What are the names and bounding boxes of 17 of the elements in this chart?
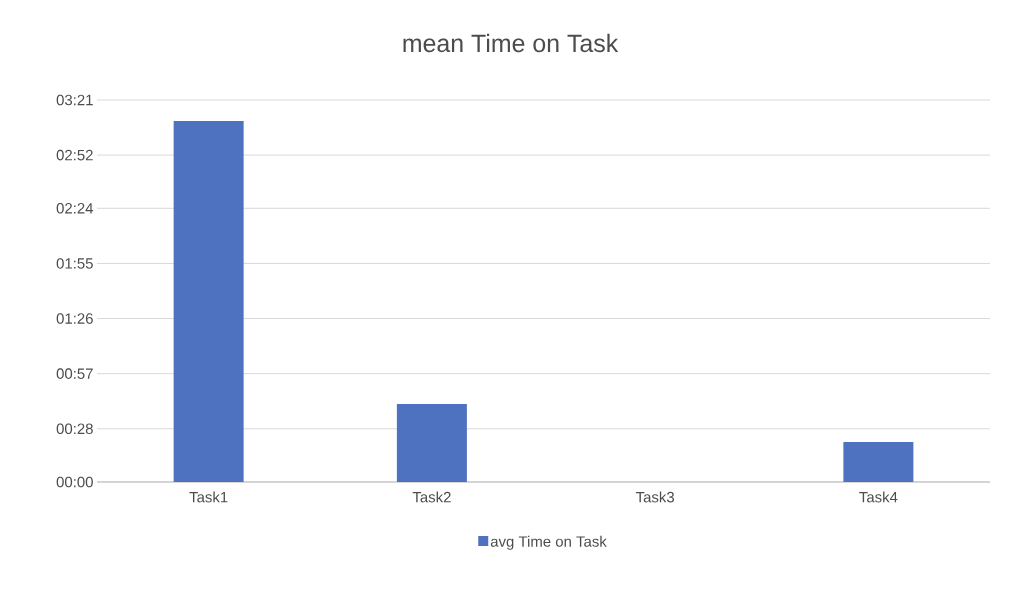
bar (843, 442, 914, 482)
legend-label: avg Time on Task (490, 535, 607, 550)
y-tick-label: 00:28 (56, 423, 93, 435)
y-tick-label: 01:55 (56, 258, 93, 269)
y-tick-label: 01:26 (56, 313, 93, 324)
x-tick-label: Task2 (412, 491, 451, 503)
bar (173, 120, 244, 482)
x-tick-label: Task3 (635, 491, 675, 503)
y-tick-label: 03:21 (56, 94, 93, 106)
chart-title: mean Time on Task (403, 33, 619, 53)
y-tick-label: 02:52 (56, 149, 93, 161)
y-tick-label: 00:57 (56, 368, 93, 379)
y-tick-label: 02:24 (56, 203, 94, 214)
bar (396, 404, 467, 482)
x-tick-label: Task4 (859, 491, 898, 503)
y-tick-label: 00:00 (56, 476, 93, 488)
x-tick-label: Task1 (189, 491, 228, 503)
